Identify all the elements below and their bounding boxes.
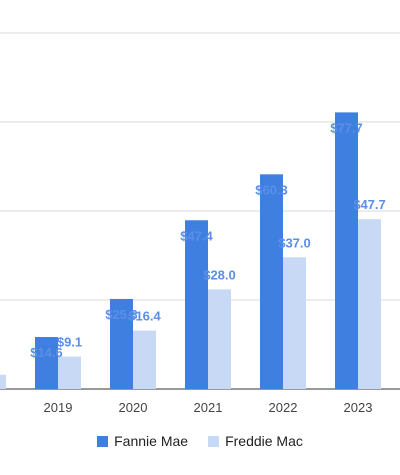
legend-label-series-0: Fannie Mae: [114, 433, 189, 449]
data-label-series-0-2021: $47.4: [180, 228, 213, 243]
x-tick-label-2023: 2023: [344, 400, 373, 415]
legend: Fannie Mae Freddie Mac: [0, 430, 400, 452]
data-label-series-1-2022: $37.0: [278, 235, 311, 250]
data-label-series-1-2023: $47.7: [353, 197, 386, 212]
data-label-series-1-2019: $9.1: [57, 335, 82, 350]
data-label-series-0-2020: $25.3: [105, 307, 138, 322]
bar-series-0-2021: [185, 220, 208, 389]
legend-swatch-series-1: [208, 435, 220, 447]
x-axis-ticks: 2019 2020 2021 2022 2023: [44, 400, 373, 415]
gridlines: [0, 32, 400, 390]
data-label-series-1-2021: $28.0: [203, 267, 236, 282]
bar-series-0-2022: [260, 174, 283, 389]
data-label-series-0-2023: $77.7: [330, 120, 363, 135]
legend-item-series-1: Freddie Mac: [208, 433, 303, 449]
bar-series-1-2019: [58, 356, 81, 389]
x-tick-label-2022: 2022: [269, 400, 298, 415]
bar-series-1-2022: [283, 257, 306, 389]
bars: [0, 112, 381, 389]
bar-series-0-2023: [335, 112, 358, 389]
data-label-series-1-2020: $16.4: [128, 309, 161, 324]
bar-series-1-2018: [0, 374, 6, 389]
bar-series-0-2019: [35, 337, 58, 389]
legend-item-series-0: Fannie Mae: [97, 433, 188, 449]
bar-series-1-2021: [208, 289, 231, 389]
legend-swatch-series-0: [97, 435, 109, 447]
bar-series-0-2020: [110, 298, 133, 389]
x-tick-label-2019: 2019: [44, 400, 73, 415]
bar-series-1-2020: [133, 330, 156, 389]
bar-series-1-2023: [358, 219, 381, 389]
data-label-series-0-2019: $14.6: [30, 345, 63, 360]
data-labels: $14.6$25.3$47.4$60.3$77.75$9.1$16.4$28.0…: [30, 120, 386, 360]
x-tick-label-2021: 2021: [194, 400, 223, 415]
legend-label-series-1: Freddie Mac: [225, 433, 303, 449]
x-tick-label-2020: 2020: [119, 400, 148, 415]
data-label-series-0-2022: $60.3: [255, 182, 288, 197]
